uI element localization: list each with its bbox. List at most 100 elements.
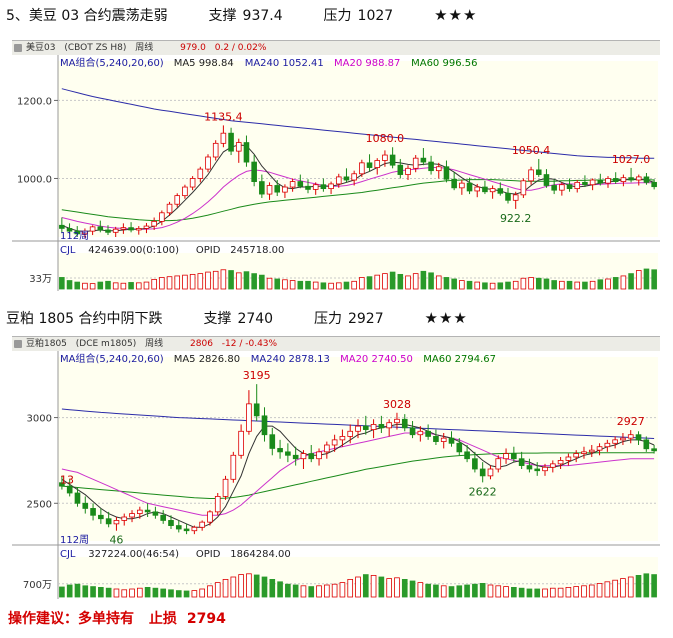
price-tick-label: 1000.0 [17, 174, 52, 185]
volume-bar [246, 573, 252, 598]
volume-bar [557, 587, 564, 598]
candle-body [66, 228, 73, 232]
price-annotation: 2927 [617, 415, 645, 428]
candle-body [59, 482, 65, 487]
ma60-line [61, 452, 655, 499]
candle-body [82, 502, 89, 509]
ma-legend-item: MA组合(5,240,20,60) [60, 56, 164, 69]
candle-body [370, 424, 377, 430]
volume-bar [366, 276, 373, 290]
candle-body [643, 176, 650, 183]
volume-legend-item: OPID [196, 245, 221, 256]
candle-body [129, 513, 135, 518]
chart-2-panel: 豆粕1805 (DCE m1805) 周线 2806 -12 / -0.43% … [12, 336, 660, 600]
volume-bar [565, 586, 572, 598]
chart-1-support: 937.4 [242, 8, 283, 24]
candle-body [335, 176, 342, 185]
volume-legend-item: 327224.00(46:54) [88, 549, 179, 560]
candle-body [534, 468, 541, 472]
volume-bar [401, 578, 408, 598]
volume-bar [105, 587, 112, 598]
chart-1-name: 美豆 03 合约震荡走弱 [28, 8, 168, 24]
volume-bar [335, 282, 342, 290]
candle-body [405, 167, 411, 175]
chart-2-candlestick-chart: 2500 3000 700万 MA组合(5,240,20,60) MA5 2826.80… [12, 351, 660, 599]
volume-bar [495, 585, 502, 598]
candle-body [479, 468, 486, 477]
volume-legend-item: 424639.00(0:100) [88, 245, 179, 256]
volume-bar [394, 577, 400, 598]
volume-bar [166, 276, 173, 290]
volume-bar [120, 282, 127, 290]
price-tick-label: 2500 [27, 499, 52, 510]
price-annotation: 13 [60, 473, 74, 486]
volume-bar [479, 582, 486, 598]
volume-bar [328, 282, 334, 290]
candle-body [182, 186, 188, 197]
volume-bar [105, 280, 111, 290]
candle-body [285, 451, 291, 456]
volume-bar [482, 282, 488, 290]
volume-bar [459, 280, 465, 290]
candle-body [518, 458, 525, 466]
volume-bar [526, 588, 533, 598]
candle-body [512, 194, 519, 201]
volume-bar [551, 280, 557, 290]
candle-body [82, 230, 88, 235]
panel-close-icon[interactable] [14, 340, 22, 348]
candle-body [542, 466, 548, 472]
candle-body [351, 173, 357, 181]
candle-body [261, 415, 268, 436]
volume-bar [235, 272, 242, 290]
candle-body [464, 451, 470, 460]
candle-body [588, 449, 595, 453]
candle-body [207, 511, 213, 523]
candle-body [643, 439, 650, 450]
volume-bar [549, 587, 556, 598]
candle-body [466, 182, 473, 192]
volume-bar [351, 280, 357, 290]
volume-bar [214, 582, 221, 598]
candle-body [222, 478, 229, 497]
chart-1-panel: 美豆03 (CBOT ZS H8) 周线 979.0 0.2 / 0.02% 1… [12, 40, 660, 292]
advice-action: 多单持有 [78, 611, 134, 627]
volume-bar [251, 273, 257, 290]
candle-body [378, 424, 385, 429]
candle-body [417, 430, 424, 436]
chart-1-candlestick-chart: 1000.0 1200.0 33万 MA组合(5,240,20,60) MA5 998.… [12, 55, 660, 291]
volume-bar [643, 268, 650, 290]
candle-body [535, 169, 542, 175]
price-annotation: 1135.4 [204, 110, 243, 123]
volume-bar [144, 586, 151, 598]
candle-body [59, 224, 65, 229]
volume-bar [174, 275, 181, 290]
candle-body [505, 192, 511, 201]
candle-body [459, 182, 465, 189]
candle-body [374, 160, 381, 168]
candle-body [397, 164, 404, 175]
volume-bar [277, 581, 283, 598]
chart-1-code: (CBOT ZS H8) [64, 43, 127, 53]
volume-bar [189, 273, 196, 290]
price-annotation: 2622 [469, 485, 497, 498]
candle-body [339, 436, 346, 441]
volume-bar [382, 273, 388, 290]
candle-body [428, 161, 434, 172]
ma-legend-item: MA20 2740.50 [340, 354, 413, 365]
volume-legend-item: CJL [60, 245, 76, 256]
volume-bar [238, 574, 244, 598]
volume-bar [285, 583, 291, 598]
volume-bar [97, 281, 104, 290]
panel-close-icon[interactable] [14, 44, 22, 52]
volume-bar [597, 279, 604, 290]
volume-bar [282, 279, 288, 290]
volume-bar [312, 281, 319, 290]
advice-stop-label: 止损 [148, 611, 177, 627]
volume-bar [582, 281, 588, 290]
candle-body [74, 492, 81, 504]
volume-bar [151, 278, 157, 290]
price-tick-label: 3000 [27, 414, 52, 425]
volume-bar [320, 282, 327, 290]
ma20-line [61, 167, 655, 230]
candle-body [474, 186, 481, 192]
